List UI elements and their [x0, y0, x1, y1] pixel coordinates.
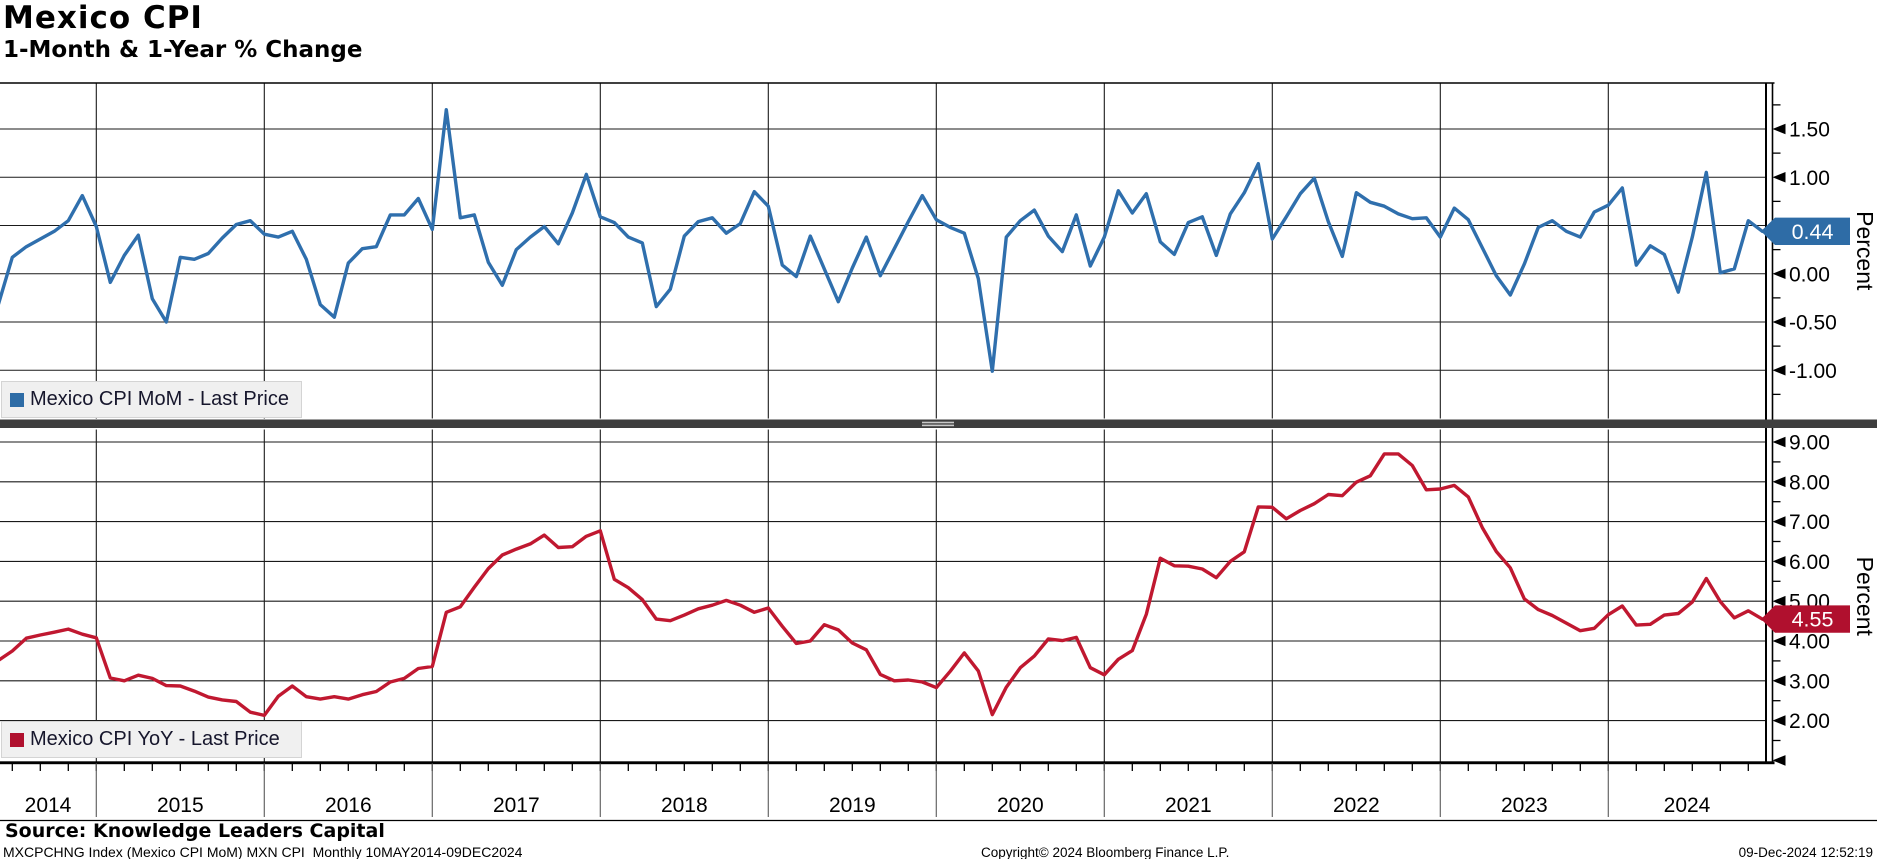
x-axis-year-label: 2023	[1501, 794, 1548, 817]
y-tick-arrow-icon	[1772, 476, 1786, 488]
page-subtitle: 1-Month & 1-Year % Change	[3, 37, 363, 63]
x-axis-year-label: 2021	[1165, 794, 1212, 817]
y-tick-arrow-icon	[1772, 316, 1786, 328]
x-axis-year-label: 2017	[493, 794, 540, 817]
legend-mom[interactable]: Mexico CPI MoM - Last Price	[1, 381, 302, 418]
y-tick-arrow-icon	[1772, 556, 1786, 567]
panel-divider[interactable]	[0, 419, 1877, 429]
legend-yoy-label: Mexico CPI YoY - Last Price	[30, 728, 280, 750]
yoy-series-line	[0, 452, 1765, 718]
last-price-badge-yoy: 4.55	[1761, 605, 1850, 633]
y-axis-tick-label: -1.00	[1789, 360, 1837, 383]
y-tick-arrow-icon	[1772, 595, 1786, 607]
y-axis-tick-label: 4.00	[1789, 631, 1830, 654]
ticker-description: MXCPCHNG Index (Mexico CPI MoM) MXN CPI …	[3, 844, 523, 859]
x-axis-year-label: 2024	[1664, 794, 1711, 817]
x-axis-year-label: 2020	[997, 794, 1044, 817]
mom-series-swatch-icon	[10, 392, 24, 407]
vertical-year-gridlines	[95, 83, 1609, 763]
yoy-panel-gridlines	[0, 441, 1766, 722]
legend-mom-label: Mexico CPI MoM - Last Price	[30, 388, 289, 410]
x-axis-year-label: 2018	[661, 794, 708, 817]
y-tick-arrow-icon	[1772, 171, 1786, 183]
source-note: Source: Knowledge Leaders Capital	[5, 820, 385, 842]
y-axis-title-percent: Percent	[1852, 557, 1877, 637]
y-axis-tick-label: 9.00	[1789, 432, 1830, 455]
y-axis-title-percent: Percent	[1852, 211, 1877, 291]
yoy-series-swatch-icon	[10, 732, 24, 747]
divider-grip-icon[interactable]	[922, 421, 954, 424]
y-tick-arrow-icon	[1772, 268, 1786, 280]
y-axis-tick-label: -0.50	[1789, 312, 1837, 335]
x-axis-year-label: 2016	[325, 794, 372, 817]
x-axis-year-label: 2014	[25, 794, 72, 817]
y-axis-tick-label: 1.50	[1789, 119, 1830, 142]
y-tick-arrow-icon	[1772, 364, 1786, 376]
x-axis-year-label: 2015	[157, 794, 204, 817]
x-axis: 2014 2015 2016 2017 2018 2019 2020 2021 2022 2023…	[0, 761, 1877, 822]
timestamp: 09-Dec-2024 12:52:19	[1738, 845, 1873, 859]
y-tick-arrow-icon	[1772, 755, 1786, 766]
copyright-note: Copyright© 2024 Bloomberg Finance L.P.	[981, 845, 1230, 859]
y-axis-tick-label: 3.00	[1789, 670, 1830, 693]
mom-series-line	[0, 107, 1765, 373]
y-axis-tick-label: 2.00	[1789, 710, 1830, 733]
last-price-value: 0.44	[1792, 220, 1834, 244]
y-axis-tick-label: 8.00	[1789, 471, 1830, 494]
y-axis-tick-label: 7.00	[1789, 511, 1830, 534]
x-axis-year-label: 2019	[829, 794, 876, 817]
y-axis-tick-label: 1.00	[1789, 167, 1830, 190]
y-tick-arrow-icon	[1772, 635, 1786, 647]
y-axis-tick-label: 0.00	[1789, 263, 1830, 286]
last-price-value: 4.55	[1792, 608, 1834, 632]
divider-grip-icon[interactable]	[922, 424, 954, 427]
mom-panel-gridlines	[0, 128, 1766, 371]
y-tick-arrow-icon	[1772, 123, 1786, 135]
y-tick-arrow-icon	[1772, 436, 1786, 448]
y-axis-tick-label: 6.00	[1789, 551, 1830, 574]
legend-yoy[interactable]: Mexico CPI YoY - Last Price	[1, 721, 302, 758]
page-title: Mexico CPI	[3, 0, 203, 36]
last-price-badge-mom: 0.44	[1761, 217, 1850, 245]
y-tick-arrow-icon	[1772, 516, 1786, 527]
y-tick-arrow-icon	[1772, 715, 1786, 726]
x-axis-year-label: 2022	[1333, 794, 1380, 817]
y-tick-arrow-icon	[1772, 675, 1786, 687]
